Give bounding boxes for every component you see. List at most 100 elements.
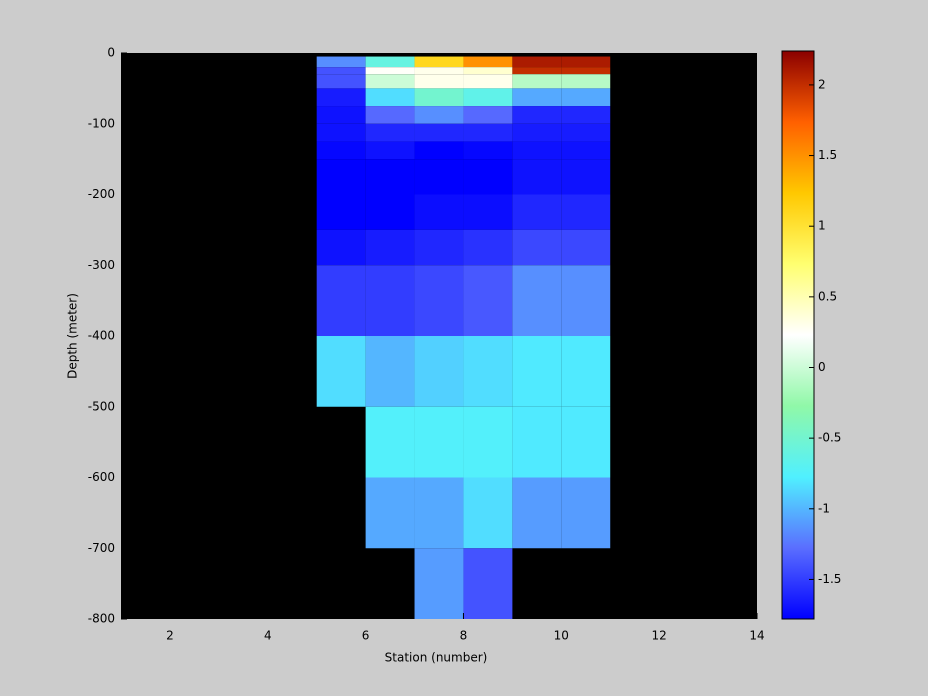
heatmap-cell [365, 477, 415, 549]
heatmap-cell [365, 106, 415, 124]
heatmap-cell [365, 88, 415, 107]
heatmap-cell [512, 88, 562, 107]
x-tick-label: 14 [749, 629, 764, 643]
heatmap-cell [512, 194, 562, 230]
heatmap-cell [512, 265, 562, 336]
heatmap-cell [365, 123, 415, 142]
heatmap-cell [463, 159, 513, 195]
heatmap-cell [414, 106, 464, 124]
heatmap-cell [365, 229, 415, 266]
heatmap-cell [414, 67, 464, 75]
heatmap-cell [414, 548, 464, 619]
heatmap-cell [414, 265, 464, 336]
y-tick-label: -400 [88, 329, 115, 343]
heatmap-cell [316, 88, 366, 107]
heatmap-cell [316, 74, 366, 89]
heatmap-cell [365, 194, 415, 230]
heatmap-cell [414, 159, 464, 195]
x-axis-label: Station (number) [385, 651, 488, 665]
x-tick-label: 12 [652, 629, 667, 643]
heatmap-cell [365, 159, 415, 195]
heatmap-cell [316, 265, 366, 336]
y-tick-label: 0 [107, 46, 115, 60]
heatmap-cell [463, 477, 513, 549]
heatmap-cell [561, 56, 611, 68]
heatmap-cell [414, 194, 464, 230]
y-axis-label: Depth (meter) [66, 293, 80, 379]
heatmap-cell [561, 67, 611, 75]
heatmap-cell [316, 106, 366, 124]
colorbar-tick-label: -1.5 [818, 572, 841, 586]
heatmap-cell [463, 229, 513, 266]
heatmap-cell [365, 265, 415, 336]
heatmap-cell [414, 336, 464, 407]
colorbar-tick-label: 1.5 [818, 148, 837, 162]
y-tick-label: -800 [88, 612, 115, 626]
y-tick-label: -300 [88, 258, 115, 272]
heatmap-cell [414, 56, 464, 68]
heatmap-cell [512, 123, 562, 142]
heatmap-cell [414, 88, 464, 107]
heatmap-cell [463, 406, 513, 478]
heatmap-cell [512, 56, 562, 68]
x-tick-label: 10 [554, 629, 569, 643]
heatmap-cell [463, 56, 513, 68]
heatmap-cell [365, 406, 415, 478]
heatmap-cell [316, 159, 366, 195]
heatmap-cell [414, 123, 464, 142]
heatmap-cell [561, 123, 611, 142]
x-tick-label: 4 [264, 629, 272, 643]
heatmap-cell [512, 74, 562, 89]
heatmap-cell [463, 548, 513, 619]
heatmap-cell [316, 141, 366, 160]
heatmap-cell [512, 106, 562, 124]
heatmap-cell [561, 141, 611, 160]
heatmap-cell [365, 56, 415, 68]
heatmap-cell [512, 159, 562, 195]
y-tick-label: -500 [88, 399, 115, 413]
heatmap-cell [414, 141, 464, 160]
heatmap-cell [316, 67, 366, 75]
colorbar-tick-label: 0.5 [818, 289, 837, 303]
y-tick-label: -200 [88, 187, 115, 201]
heatmap-cell [561, 406, 611, 478]
heatmap-cell [561, 106, 611, 124]
y-tick-label: -100 [88, 116, 115, 130]
colorbar-tick-label: -1 [818, 501, 830, 515]
heatmap-cell [561, 336, 611, 407]
heatmap-cell [512, 406, 562, 478]
heatmap-cell [561, 159, 611, 195]
heatmap-cell [561, 477, 611, 549]
heatmap-cell [463, 123, 513, 142]
heatmap-cell [316, 336, 366, 407]
heatmap-cell [561, 74, 611, 89]
colorbar [781, 50, 815, 620]
heatmap-cell [561, 265, 611, 336]
heatmap-cell [316, 194, 366, 230]
heatmap-cell [463, 67, 513, 75]
heatmap-cell [414, 74, 464, 89]
heatmap-cell [463, 141, 513, 160]
heatmap-cell [365, 74, 415, 89]
heatmap-cell [463, 194, 513, 230]
heatmap-cell [414, 477, 464, 549]
heatmap-cell [316, 56, 366, 68]
heatmap-cell [561, 229, 611, 266]
colorbar-tick-label: -0.5 [818, 431, 841, 445]
colorbar-tick-label: 1 [818, 219, 826, 233]
heatmap-cell [365, 141, 415, 160]
x-tick-label: 2 [166, 629, 174, 643]
heatmap-cell [463, 106, 513, 124]
heatmap-cell [463, 336, 513, 407]
heatmap-cell [561, 88, 611, 107]
colorbar-tick-label: 0 [818, 360, 826, 374]
heatmap-cell [463, 265, 513, 336]
x-tick-label: 8 [460, 629, 468, 643]
heatmap-cell [512, 477, 562, 549]
heatmap-cell [512, 229, 562, 266]
heatmap-cell [365, 67, 415, 75]
heatmap-cell [561, 194, 611, 230]
heatmap-cell [316, 123, 366, 142]
heatmap-cell [365, 336, 415, 407]
